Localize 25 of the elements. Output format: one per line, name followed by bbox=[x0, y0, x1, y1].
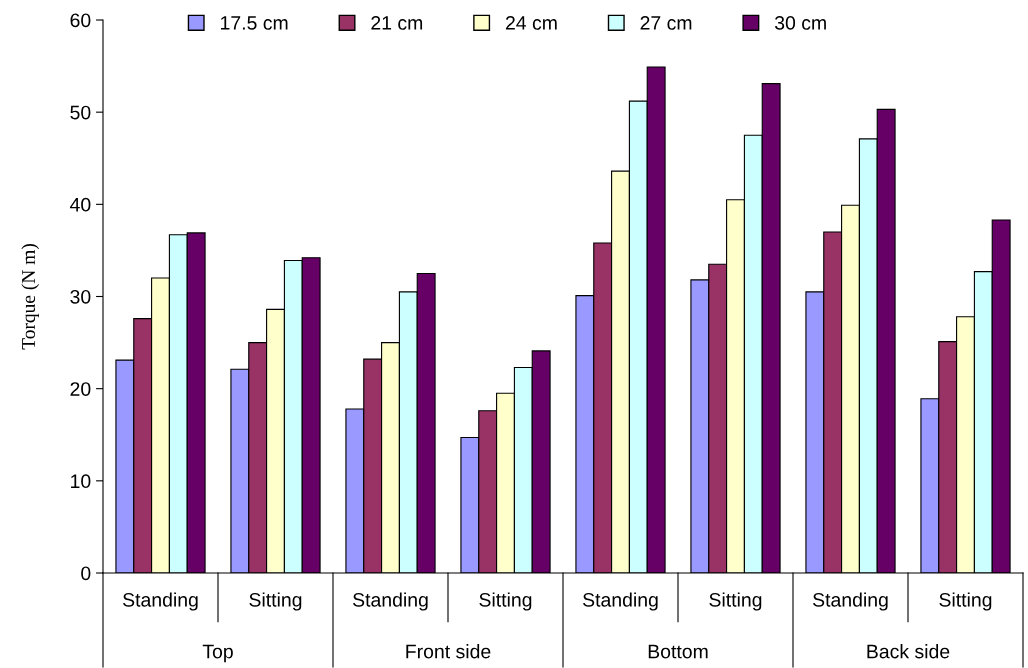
x-tick-label: Sitting bbox=[479, 592, 532, 611]
text: Back side bbox=[867, 644, 950, 659]
y-tick-label: 40 bbox=[70, 197, 91, 212]
x-tick-label: Sitting bbox=[939, 592, 992, 611]
legend-label: 24 cm bbox=[505, 16, 557, 30]
x-tick-label: Standing bbox=[353, 592, 428, 611]
x-tick-label: Standing bbox=[123, 592, 198, 611]
legend-label: 21 cm bbox=[371, 16, 423, 30]
legend-label: 30 cm bbox=[774, 16, 826, 30]
x-tick-label: Standing bbox=[583, 592, 658, 611]
y-tick-label: 0 bbox=[81, 566, 91, 581]
y-tick-label: 60 bbox=[70, 13, 91, 28]
x-tick-label: Sitting bbox=[709, 592, 762, 611]
y-tick-label: 30 bbox=[70, 289, 91, 304]
text: Bottom bbox=[648, 644, 708, 659]
legend-label: 17.5 cm bbox=[221, 16, 288, 30]
y-tick-label: 20 bbox=[70, 382, 91, 396]
legend-label: 27 cm bbox=[640, 16, 692, 30]
y-tick-label: 50 bbox=[70, 105, 91, 120]
text: Top bbox=[202, 644, 233, 663]
x-tick-label: Standing bbox=[813, 592, 888, 611]
y-tick-label: 10 bbox=[71, 474, 91, 489]
text: Front side bbox=[406, 644, 491, 659]
y-axis-title: Torque (N m) bbox=[21, 244, 40, 350]
x-tick-label: Sitting bbox=[249, 592, 302, 611]
